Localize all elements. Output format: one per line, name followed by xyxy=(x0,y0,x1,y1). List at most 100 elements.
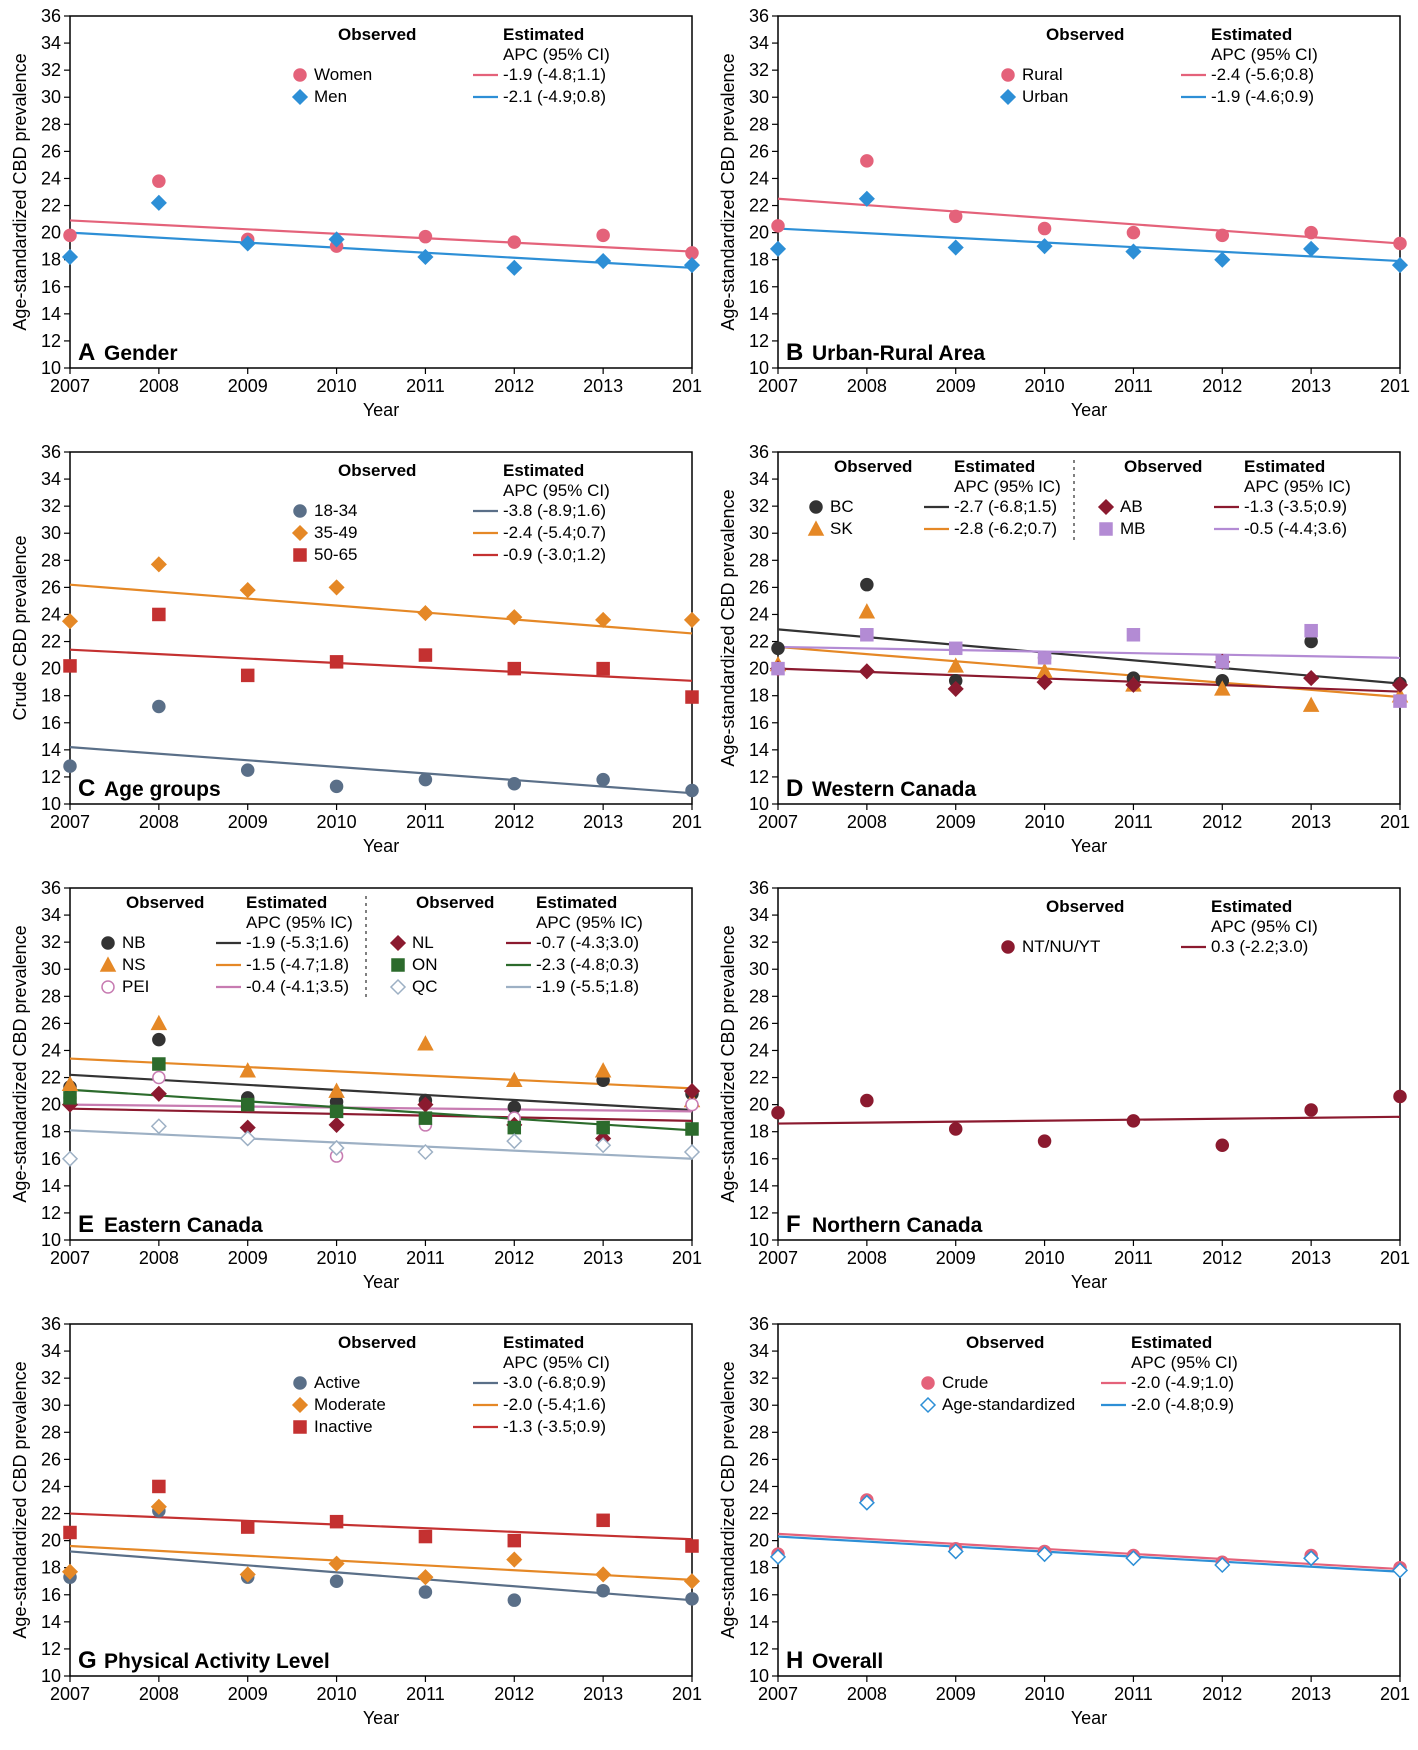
y-tick-label: 24 xyxy=(749,1476,769,1496)
legend-series-label: 18-34 xyxy=(314,501,357,520)
chart-panel-A: 1012141618202224262830323436200720082009… xyxy=(8,8,702,434)
legend-apc: -3.0 (-6.8;0.9) xyxy=(503,1373,606,1392)
svg-text:APC (95% CI): APC (95% CI) xyxy=(1131,1353,1238,1372)
legend-apc: -2.0 (-5.4;1.6) xyxy=(503,1395,606,1414)
data-marker xyxy=(686,1593,698,1605)
x-tick-label: 2007 xyxy=(50,1248,90,1268)
x-tick-label: 2013 xyxy=(583,376,623,396)
data-marker xyxy=(330,1557,344,1571)
y-tick-label: 10 xyxy=(749,1666,769,1686)
y-tick-label: 18 xyxy=(41,1558,61,1578)
y-tick-label: 16 xyxy=(41,1149,61,1169)
x-tick-label: 2014 xyxy=(672,1684,702,1704)
y-tick-label: 36 xyxy=(749,444,769,462)
data-marker xyxy=(596,613,610,627)
x-tick-label: 2014 xyxy=(1380,1684,1410,1704)
x-tick-label: 2013 xyxy=(583,1248,623,1268)
y-tick-label: 28 xyxy=(41,114,61,134)
data-marker xyxy=(64,660,76,672)
svg-text:APC (95% CI): APC (95% CI) xyxy=(503,481,610,500)
x-axis-label: Year xyxy=(363,1708,399,1728)
data-marker xyxy=(63,614,77,628)
x-tick-label: 2007 xyxy=(758,812,798,832)
y-tick-label: 22 xyxy=(41,1068,61,1088)
y-tick-label: 28 xyxy=(749,550,769,570)
x-tick-label: 2010 xyxy=(1025,1684,1065,1704)
data-marker xyxy=(331,1516,343,1528)
data-marker xyxy=(772,642,784,654)
y-tick-label: 16 xyxy=(41,713,61,733)
panel-title: Northern Canada xyxy=(812,1214,983,1237)
data-marker xyxy=(419,649,431,661)
panel-title: Western Canada xyxy=(812,778,976,801)
data-marker xyxy=(152,1119,166,1133)
data-marker xyxy=(241,1064,255,1077)
legend-apc: -0.7 (-4.3;3.0) xyxy=(536,933,639,952)
data-marker xyxy=(153,1058,165,1070)
y-tick-label: 16 xyxy=(749,1149,769,1169)
data-marker xyxy=(508,1122,520,1134)
x-tick-label: 2008 xyxy=(139,1684,179,1704)
y-tick-label: 32 xyxy=(749,932,769,952)
x-tick-label: 2014 xyxy=(672,812,702,832)
y-tick-label: 12 xyxy=(41,331,61,351)
x-tick-label: 2010 xyxy=(1025,1248,1065,1268)
svg-text:Observed: Observed xyxy=(1046,25,1124,44)
data-marker xyxy=(1039,652,1051,664)
panel-letter: C xyxy=(78,775,95,802)
y-tick-label: 16 xyxy=(41,277,61,297)
y-tick-label: 36 xyxy=(749,1316,769,1334)
x-axis-label: Year xyxy=(1071,1272,1107,1292)
y-tick-label: 24 xyxy=(41,168,61,188)
x-axis-label: Year xyxy=(363,1272,399,1292)
x-tick-label: 2012 xyxy=(1202,376,1242,396)
y-tick-label: 16 xyxy=(749,1585,769,1605)
data-marker xyxy=(686,1540,698,1552)
data-marker xyxy=(860,664,874,678)
x-tick-label: 2007 xyxy=(50,1684,90,1704)
legend-series-label: 50-65 xyxy=(314,545,357,564)
y-tick-label: 18 xyxy=(41,686,61,706)
data-marker xyxy=(1394,237,1406,249)
y-tick-label: 20 xyxy=(749,1095,769,1115)
data-marker xyxy=(64,760,76,772)
panel-letter: A xyxy=(78,339,95,366)
y-tick-label: 20 xyxy=(749,1531,769,1551)
x-tick-label: 2011 xyxy=(1114,376,1153,396)
legend-series-label: NB xyxy=(122,933,146,952)
x-tick-label: 2009 xyxy=(228,1248,268,1268)
panel-letter: B xyxy=(786,339,803,366)
y-tick-label: 36 xyxy=(41,444,61,462)
x-tick-label: 2011 xyxy=(406,1684,445,1704)
legend-apc: -0.4 (-4.1;3.5) xyxy=(246,977,349,996)
data-marker xyxy=(508,236,520,248)
svg-text:APC (95% CI): APC (95% CI) xyxy=(503,1353,610,1372)
data-marker xyxy=(1216,1139,1228,1151)
y-tick-label: 20 xyxy=(41,223,61,243)
chart-panel-G: 1012141618202224262830323436200720082009… xyxy=(8,1316,702,1742)
legend: ObservedEstimatedAPC (95% CI)Active-3.0 … xyxy=(293,1333,610,1436)
y-tick-label: 18 xyxy=(749,1122,769,1142)
x-tick-label: 2009 xyxy=(936,812,976,832)
data-marker xyxy=(861,629,873,641)
y-tick-label: 14 xyxy=(41,740,61,760)
data-marker xyxy=(418,606,432,620)
legend-apc: 0.3 (-2.2;3.0) xyxy=(1211,937,1308,956)
svg-text:APC (95% CI): APC (95% CI) xyxy=(1211,917,1318,936)
data-marker xyxy=(331,1105,343,1117)
data-marker xyxy=(1039,1135,1051,1147)
y-tick-label: 34 xyxy=(41,469,61,489)
data-marker xyxy=(772,663,784,675)
x-tick-label: 2012 xyxy=(1202,1248,1242,1268)
svg-text:Observed: Observed xyxy=(416,893,494,912)
y-tick-label: 18 xyxy=(749,1558,769,1578)
y-tick-label: 22 xyxy=(749,196,769,216)
y-tick-label: 34 xyxy=(749,33,769,53)
x-tick-label: 2013 xyxy=(1291,376,1331,396)
y-tick-label: 10 xyxy=(749,1230,769,1250)
data-marker xyxy=(64,1526,76,1538)
x-tick-label: 2008 xyxy=(847,1684,887,1704)
y-tick-label: 10 xyxy=(41,358,61,378)
x-tick-label: 2008 xyxy=(847,1248,887,1268)
y-tick-label: 20 xyxy=(41,1095,61,1115)
